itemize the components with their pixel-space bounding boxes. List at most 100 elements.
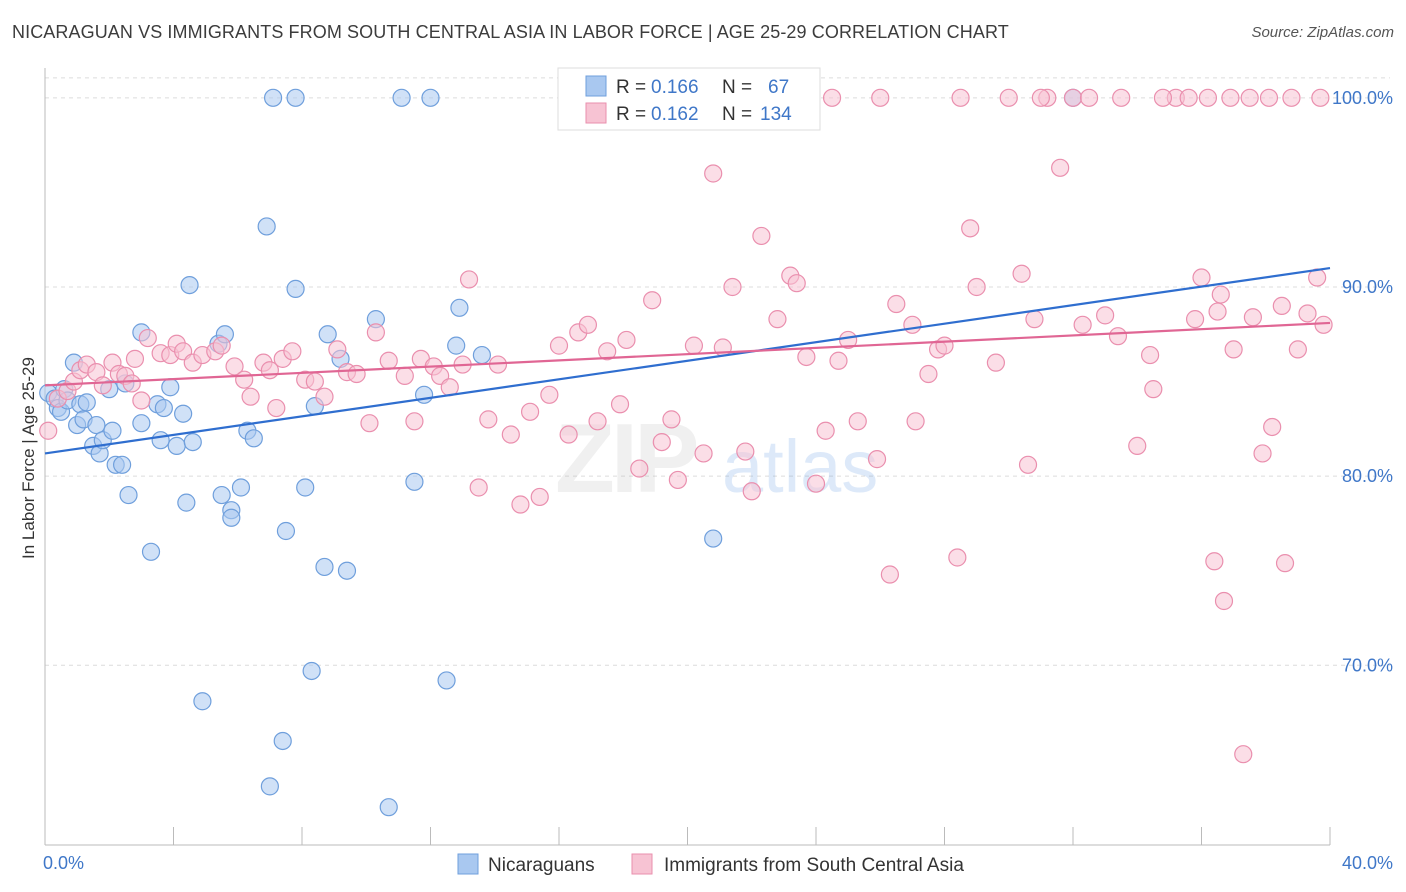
data-point bbox=[39, 421, 58, 440]
legend-swatch-immigrants bbox=[631, 853, 653, 875]
data-point bbox=[598, 342, 617, 361]
trend-lines bbox=[44, 266, 1331, 455]
data-point bbox=[1288, 340, 1307, 359]
data-point bbox=[919, 364, 938, 384]
data-point bbox=[177, 493, 196, 512]
data-point bbox=[867, 450, 887, 469]
data-point bbox=[1063, 88, 1083, 107]
data-point bbox=[684, 336, 704, 355]
x-tick-label: 0.0% bbox=[43, 853, 84, 873]
data-point bbox=[588, 412, 607, 431]
data-point bbox=[903, 315, 922, 334]
x-tick-label: 40.0% bbox=[1342, 853, 1393, 873]
data-point bbox=[1153, 88, 1173, 107]
trend-line bbox=[44, 321, 1331, 387]
data-point bbox=[1185, 310, 1205, 329]
data-point bbox=[1108, 327, 1128, 346]
data-point bbox=[379, 351, 398, 370]
data-point bbox=[742, 482, 761, 501]
data-point bbox=[704, 529, 723, 548]
data-point bbox=[520, 402, 540, 421]
data-point bbox=[1221, 88, 1240, 107]
data-point bbox=[437, 671, 456, 690]
legend-label-nicaraguans: Nicaraguans bbox=[488, 855, 595, 876]
data-point bbox=[723, 277, 742, 297]
data-point bbox=[183, 432, 202, 452]
data-point bbox=[1051, 158, 1070, 177]
data-point bbox=[93, 376, 112, 395]
data-point bbox=[1272, 296, 1291, 316]
series-legend: Nicaraguans Immigrants from South Centra… bbox=[457, 853, 964, 876]
data-point bbox=[141, 542, 161, 561]
data-point bbox=[267, 398, 286, 418]
data-point bbox=[806, 474, 826, 493]
data-point bbox=[212, 485, 231, 505]
y-tick-label: 70.0% bbox=[1342, 655, 1393, 675]
data-point bbox=[122, 374, 141, 393]
data-point bbox=[132, 414, 151, 433]
data-point bbox=[1243, 308, 1263, 327]
svg-text:R =: R = bbox=[616, 77, 646, 98]
x-tick-labels: 0.0% 40.0% bbox=[43, 853, 1393, 873]
data-point bbox=[469, 478, 488, 497]
data-point bbox=[305, 372, 324, 391]
trend-line bbox=[44, 266, 1331, 455]
legend-swatch-immigrants bbox=[585, 102, 607, 124]
data-point bbox=[231, 478, 251, 497]
data-point bbox=[540, 385, 559, 404]
data-point bbox=[887, 294, 906, 314]
data-point bbox=[138, 328, 157, 348]
data-point bbox=[119, 485, 138, 505]
data-point bbox=[1259, 88, 1279, 107]
data-point bbox=[395, 366, 414, 385]
svg-text:0.166: 0.166 bbox=[651, 77, 699, 98]
data-point bbox=[132, 391, 151, 410]
y-tick-labels: 70.0% 80.0% 90.0% 100.0% bbox=[1332, 88, 1393, 675]
data-point bbox=[154, 398, 173, 418]
data-point bbox=[1025, 310, 1044, 329]
data-point bbox=[1214, 591, 1234, 611]
data-point bbox=[212, 336, 231, 355]
data-point bbox=[961, 219, 980, 238]
svg-text:N =: N = bbox=[722, 104, 752, 125]
data-point bbox=[787, 274, 806, 293]
data-point bbox=[347, 364, 366, 384]
data-point bbox=[1314, 315, 1333, 334]
svg-text:R =: R = bbox=[616, 104, 646, 125]
data-point bbox=[999, 88, 1018, 107]
data-point bbox=[1079, 88, 1099, 107]
svg-text:0.162: 0.162 bbox=[651, 104, 699, 125]
data-point bbox=[880, 565, 899, 584]
data-point bbox=[848, 412, 867, 431]
data-point bbox=[704, 164, 723, 183]
data-point bbox=[1112, 88, 1131, 107]
data-point bbox=[87, 415, 106, 435]
data-point bbox=[161, 378, 180, 397]
data-point bbox=[244, 429, 263, 448]
data-point bbox=[652, 432, 671, 452]
data-point bbox=[286, 88, 305, 107]
data-point bbox=[797, 347, 816, 367]
legend-label-immigrants: Immigrants from South Central Asia bbox=[664, 855, 964, 876]
data-point bbox=[167, 436, 186, 455]
data-point bbox=[511, 495, 530, 514]
svg-text:134: 134 bbox=[760, 104, 792, 125]
data-point bbox=[125, 349, 145, 368]
data-point bbox=[392, 88, 411, 107]
data-point bbox=[318, 325, 337, 344]
data-point bbox=[694, 444, 713, 463]
stats-legend: R = 0.166 N = 67 R = 0.162 N = 134 bbox=[557, 67, 821, 131]
data-point bbox=[1140, 345, 1160, 365]
data-point bbox=[986, 353, 1006, 372]
data-point bbox=[174, 404, 193, 423]
svg-text:67: 67 bbox=[768, 77, 789, 98]
data-point bbox=[549, 336, 569, 355]
data-point bbox=[1240, 88, 1259, 107]
svg-text:N =: N = bbox=[722, 77, 752, 98]
data-point bbox=[1208, 302, 1227, 321]
data-point bbox=[405, 472, 424, 491]
data-point bbox=[366, 323, 385, 342]
data-point bbox=[286, 279, 305, 298]
data-point bbox=[617, 330, 636, 350]
data-point bbox=[501, 425, 520, 444]
